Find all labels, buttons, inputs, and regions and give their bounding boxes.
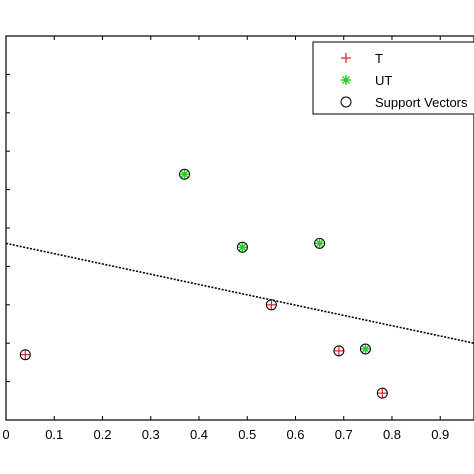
- data-point-t: [20, 349, 31, 360]
- legend-marker: [340, 96, 352, 108]
- data-point-support-vector: [376, 387, 388, 399]
- data-point-support-vector: [236, 241, 248, 253]
- data-point-ut: [360, 343, 371, 354]
- data-point-t: [266, 299, 277, 310]
- decision-boundary-layer: [5, 242, 474, 344]
- legend-label: T: [375, 51, 383, 66]
- axis-ticks: [5, 36, 441, 420]
- legend-label: UT: [375, 73, 392, 88]
- star-marker-d2: [180, 170, 189, 179]
- x-tick-label: 0.6: [286, 427, 304, 442]
- x-tick-label: 0: [2, 427, 9, 442]
- legend-marker: [341, 53, 351, 63]
- star-marker-d2: [238, 243, 247, 252]
- x-tick-label: 0.9: [431, 427, 449, 442]
- data-point-ut: [237, 242, 248, 253]
- data-point-support-vector: [333, 345, 345, 357]
- data-point-t: [333, 345, 344, 356]
- star-marker-d2: [342, 76, 350, 84]
- star-marker-d2: [361, 344, 370, 353]
- data-point-ut: [179, 169, 190, 180]
- data-point-t: [377, 388, 388, 399]
- data-point-support-vector: [19, 349, 31, 361]
- decision-boundary-line: [5, 242, 474, 344]
- data-point-ut: [314, 238, 325, 249]
- data-points-layer: [19, 168, 388, 399]
- data-point-support-vector: [314, 237, 326, 249]
- data-point-support-vector: [359, 343, 371, 355]
- legend-marker: [341, 75, 351, 85]
- legend: T UT Support Vectors: [312, 41, 474, 115]
- x-tick-label: 0.2: [93, 427, 111, 442]
- legend-box: [312, 41, 474, 115]
- data-point-support-vector: [179, 168, 191, 180]
- star-marker-d2: [315, 239, 324, 248]
- x-tick-label: 0.7: [335, 427, 353, 442]
- x-tick-label: 0.1: [45, 427, 63, 442]
- x-tick-label: 0.5: [238, 427, 256, 442]
- legend-label: Support Vectors: [375, 95, 468, 110]
- x-tick-label: 0.3: [142, 427, 160, 442]
- x-tick-label: 0.8: [383, 427, 401, 442]
- x-tick-label: 0.4: [190, 427, 208, 442]
- data-point-support-vector: [265, 299, 277, 311]
- tick-labels: 0 0.1 0.2 0.3 0.4 0.5 0.6 0.7 0.8 0.9: [2, 427, 449, 442]
